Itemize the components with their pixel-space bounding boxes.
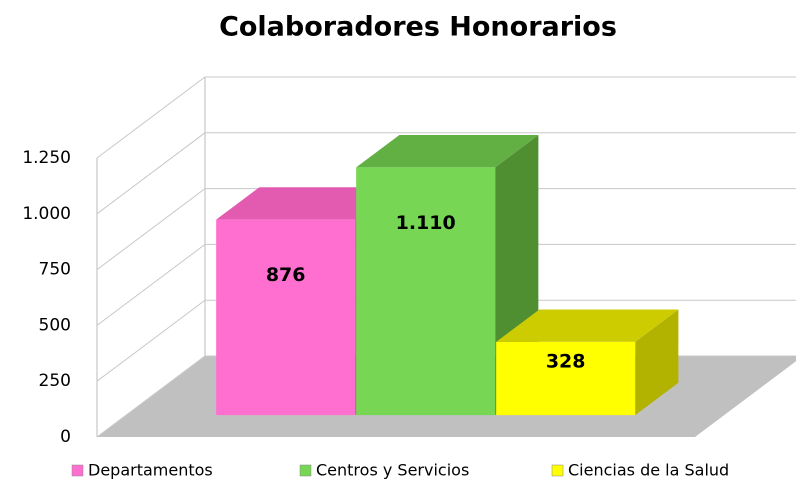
legend-label: Centros y Servicios bbox=[316, 461, 469, 480]
y-tick-label: 0 bbox=[60, 427, 71, 447]
legend-label: Departamentos bbox=[88, 461, 213, 480]
legend-swatch bbox=[299, 464, 312, 477]
grid-line bbox=[96, 299, 796, 382]
bar-top bbox=[216, 187, 399, 220]
grid-line bbox=[96, 243, 796, 326]
bar-top bbox=[356, 134, 539, 168]
legend-swatch bbox=[551, 464, 564, 477]
y-tick-label: 1.000 bbox=[22, 204, 71, 224]
bar-top bbox=[496, 309, 679, 342]
data-label: 876 bbox=[266, 264, 306, 286]
data-label: 328 bbox=[546, 350, 586, 372]
chart-title: Colaboradores Honorarios bbox=[219, 12, 617, 43]
grid-line bbox=[96, 132, 796, 215]
y-tick-label: 250 bbox=[39, 371, 71, 391]
y-tick-label: 750 bbox=[39, 260, 71, 280]
data-label: 1.110 bbox=[396, 212, 456, 234]
legend-label: Ciencias de la Salud bbox=[568, 461, 729, 480]
bar bbox=[496, 309, 679, 416]
bar-front bbox=[496, 341, 636, 416]
grid-line bbox=[96, 188, 796, 271]
bar-side bbox=[635, 309, 679, 416]
legend-swatch bbox=[71, 464, 84, 477]
bar-front bbox=[216, 219, 356, 416]
bar-front bbox=[356, 167, 496, 416]
grid-line bbox=[96, 76, 796, 159]
y-tick-label: 500 bbox=[39, 315, 71, 335]
bar bbox=[356, 134, 539, 416]
y-tick-label: 1.250 bbox=[22, 148, 71, 168]
